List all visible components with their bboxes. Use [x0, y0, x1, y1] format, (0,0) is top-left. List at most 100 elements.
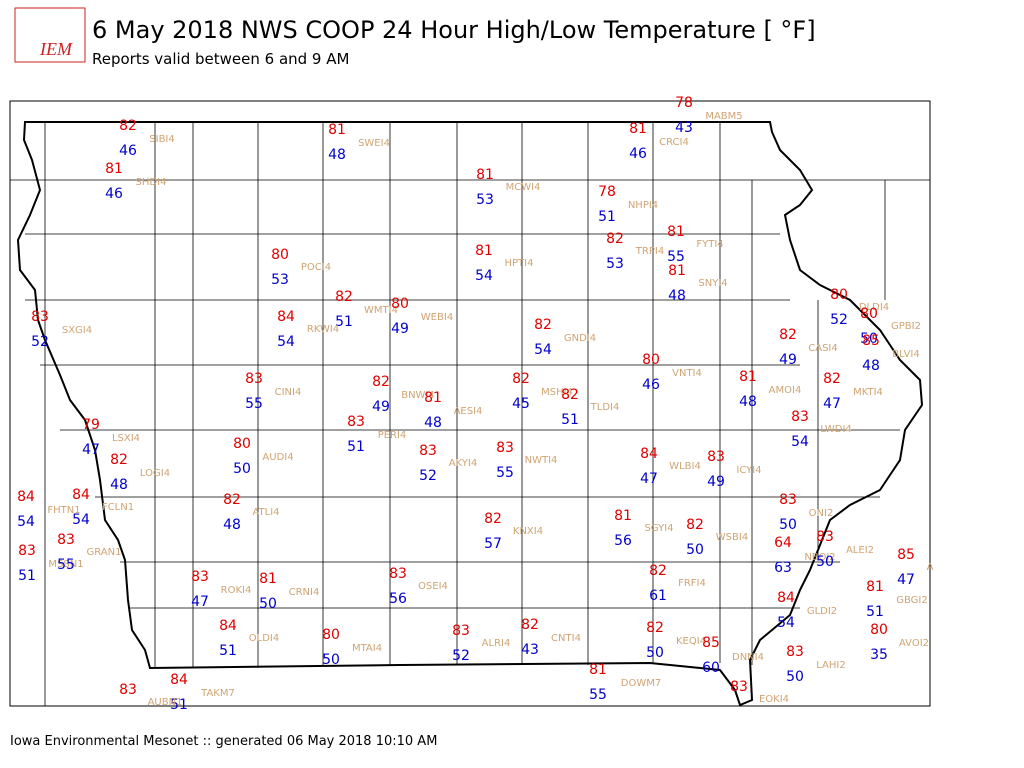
high-temp: 82	[606, 231, 624, 247]
low-temp: 54	[791, 434, 809, 450]
high-temp: 80	[830, 287, 848, 303]
station-id: AVOI2	[899, 638, 929, 649]
station-id: MABM5	[705, 111, 742, 122]
station-id: ROKI4	[221, 585, 252, 596]
low-temp: 35	[870, 647, 888, 663]
station-id: GNDI4	[564, 333, 596, 344]
station-id: LSXI4	[112, 433, 140, 444]
low-temp: 55	[57, 557, 75, 573]
low-temp: 50	[686, 542, 704, 558]
low-temp: 46	[642, 377, 660, 393]
high-temp: 82	[779, 327, 797, 343]
low-temp: 50	[779, 517, 797, 533]
station-id: TLDI4	[590, 402, 620, 413]
low-temp: 54	[72, 512, 90, 528]
station-id: ALEI2	[846, 545, 874, 556]
low-temp: 51	[347, 439, 365, 455]
high-temp: 81	[668, 263, 686, 279]
high-temp: 84	[219, 618, 237, 634]
station-id: WSBI4	[716, 532, 748, 543]
station-id: AUDI4	[262, 452, 293, 463]
station-id: CRCI4	[659, 137, 689, 148]
high-temp: 82	[372, 374, 390, 390]
high-temp: 83	[119, 682, 137, 698]
high-temp: 83	[496, 440, 514, 456]
high-temp: 80	[322, 627, 340, 643]
high-temp: 83	[816, 529, 834, 545]
low-temp: 51	[18, 568, 36, 584]
low-temp: 47	[191, 594, 209, 610]
high-temp: 83	[389, 566, 407, 582]
low-temp: 54	[277, 334, 295, 350]
low-temp: 48	[223, 517, 241, 533]
station-id: LWDI4	[820, 424, 852, 435]
low-temp: 52	[452, 648, 470, 664]
station-id: CASI4	[808, 343, 837, 354]
station-id: MTAI4	[352, 643, 382, 654]
high-temp: 84	[17, 489, 35, 505]
high-temp: 81	[476, 167, 494, 183]
station-id: SNYI4	[698, 278, 727, 289]
station-id: NBOI2	[804, 552, 835, 563]
subtitle: Reports valid between 6 and 9 AM	[92, 50, 349, 68]
high-temp: 81	[328, 122, 346, 138]
station-id: POCI4	[301, 262, 331, 273]
station-id: MKTI4	[853, 387, 883, 398]
high-temp: 82	[561, 387, 579, 403]
station-id: TAKM7	[200, 688, 235, 699]
station-id: DOWM7	[621, 678, 661, 689]
high-temp: 83	[419, 443, 437, 459]
low-temp: 46	[119, 143, 137, 159]
station-id: AMOI4	[769, 385, 802, 396]
station-id: PERI4	[378, 430, 407, 441]
low-temp: 46	[105, 186, 123, 202]
station-id: RKWI4	[307, 324, 339, 335]
high-temp: 83	[779, 492, 797, 508]
station-id: CNTI4	[551, 633, 581, 644]
low-temp: 49	[779, 352, 797, 368]
high-temp: 82	[223, 492, 241, 508]
station-id: AUBN1	[148, 697, 183, 708]
low-temp: 61	[649, 588, 667, 604]
high-temp: 85	[897, 547, 915, 563]
station-id: EOKI4	[759, 694, 789, 705]
low-temp: 51	[598, 209, 616, 225]
high-temp: 83	[791, 409, 809, 425]
high-temp: 83	[18, 543, 36, 559]
high-temp: 82	[646, 620, 664, 636]
low-temp: 50	[860, 331, 878, 347]
station-id: SWEI4	[358, 138, 390, 149]
station-id: FCLN1	[102, 502, 134, 513]
high-temp: 82	[686, 517, 704, 533]
high-temp: 81	[629, 121, 647, 137]
station-id: MSSN1	[48, 559, 83, 570]
high-temp: 78	[598, 184, 616, 200]
station-id: KNXI4	[513, 526, 543, 537]
station-id: TRPI4	[635, 246, 664, 257]
low-temp: 50	[786, 669, 804, 685]
station-id: BNWI4	[401, 390, 435, 401]
low-temp: 51	[219, 643, 237, 659]
station-id: ICYI4	[736, 465, 761, 476]
high-temp: 82	[521, 617, 539, 633]
station-id: SXGI4	[62, 325, 92, 336]
high-temp: 83	[57, 532, 75, 548]
logo: IEM	[39, 39, 73, 59]
low-temp: 56	[614, 533, 632, 549]
station-id: CRNI4	[289, 587, 320, 598]
high-temp: 80	[391, 296, 409, 312]
low-temp: 63	[774, 560, 792, 576]
station-id: DLDI4	[859, 302, 889, 313]
high-temp: 81	[739, 369, 757, 385]
station-id: OSEI4	[418, 581, 448, 592]
high-temp: 80	[642, 352, 660, 368]
station-id: SGYI4	[644, 523, 673, 534]
station-id: OLDI4	[249, 633, 279, 644]
low-temp: 54	[475, 268, 493, 284]
station-id: KEQI4	[676, 636, 706, 647]
station-id: MCWI4	[506, 182, 541, 193]
low-temp: 51	[561, 412, 579, 428]
station-id: AESI4	[454, 406, 483, 417]
high-temp: 82	[484, 511, 502, 527]
